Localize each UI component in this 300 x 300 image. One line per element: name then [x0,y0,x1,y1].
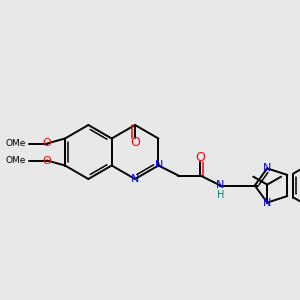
Text: OMe: OMe [6,156,26,165]
Text: O: O [130,136,140,148]
Text: OMe: OMe [6,139,26,148]
Text: H: H [217,190,224,200]
Text: N: N [263,198,272,208]
Text: N: N [263,164,272,173]
Text: N: N [216,181,224,190]
Text: O: O [43,139,51,148]
Text: O: O [43,155,51,166]
Text: N: N [131,174,139,184]
Text: N: N [155,160,164,170]
Text: O: O [195,151,205,164]
